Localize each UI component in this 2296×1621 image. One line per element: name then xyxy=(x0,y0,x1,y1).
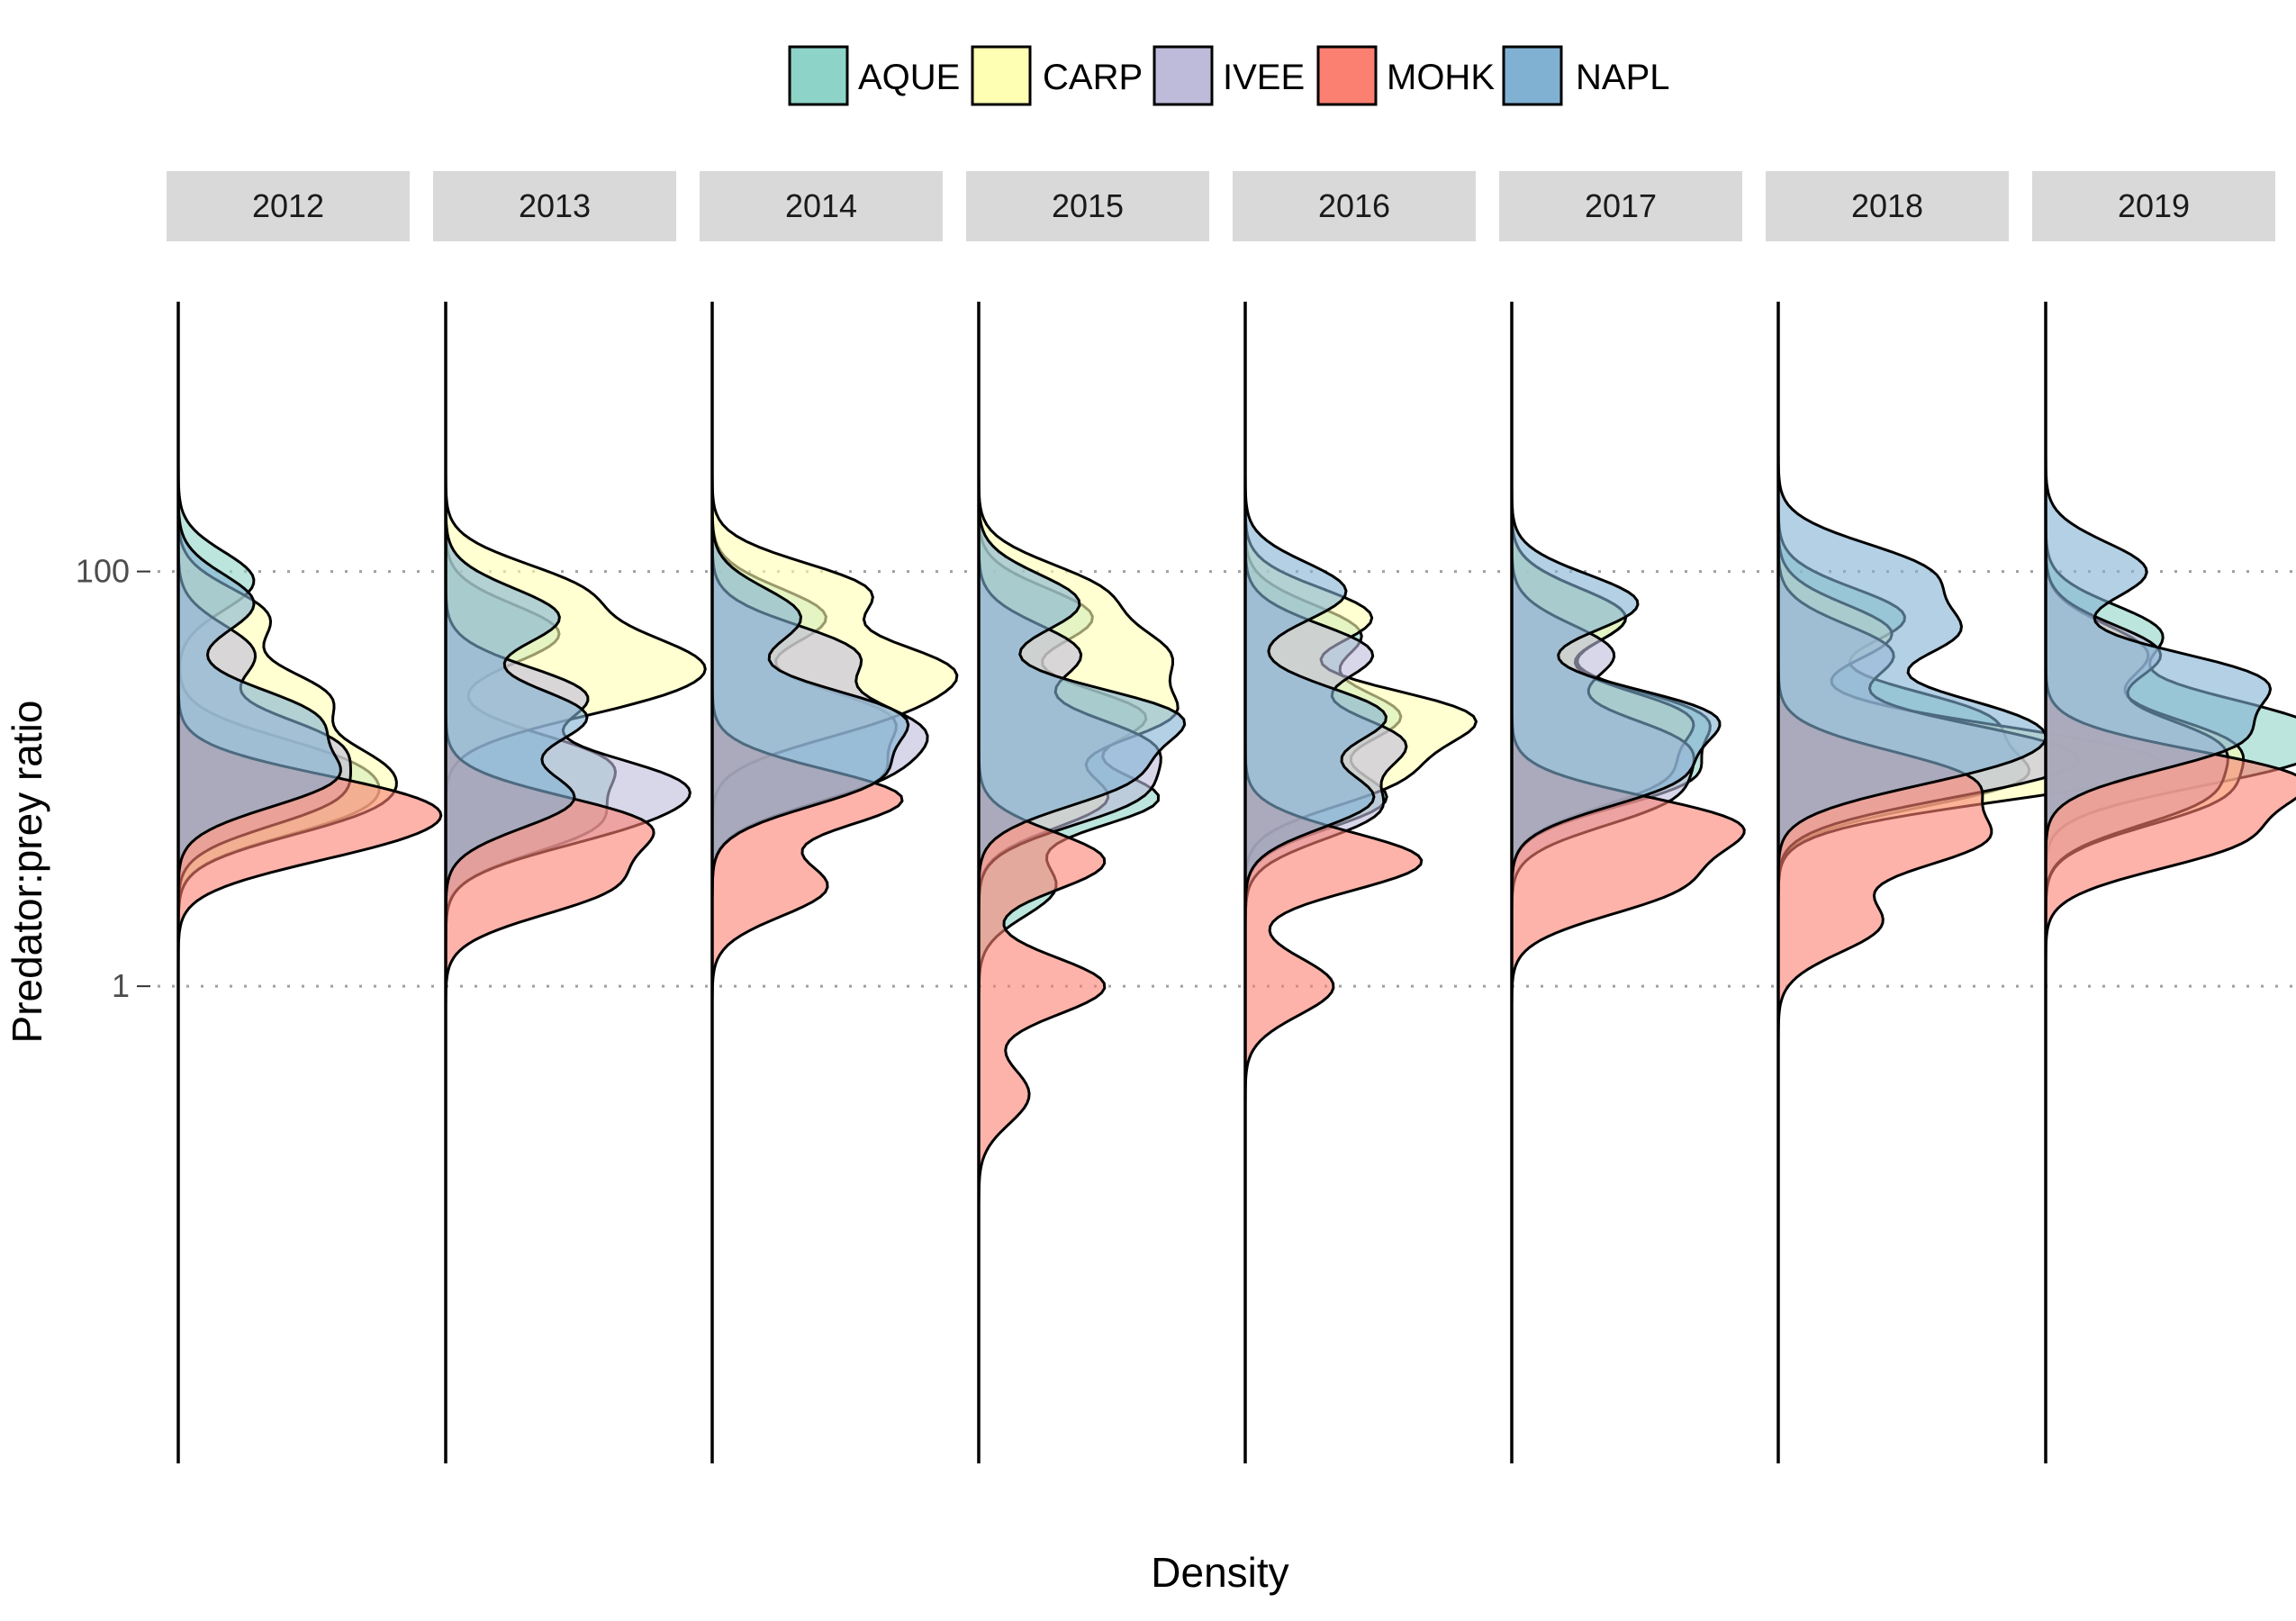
facet-strips: 2012 2013 2014 2015 2016 2017 2018 2019 xyxy=(167,171,2275,241)
legend-label-carp: CARP xyxy=(1043,58,1143,97)
facet-label-2014: 2014 xyxy=(785,187,857,224)
facet-strip-2016 xyxy=(1233,171,1476,241)
y-axis: 1 100 xyxy=(76,553,150,1004)
legend-label-mohk: MOHK xyxy=(1387,58,1495,97)
facet-strip-2012 xyxy=(167,171,410,241)
density-2017-napl xyxy=(1510,398,1722,1070)
facet-strip-2019 xyxy=(2032,171,2275,241)
facet-panel-2017 xyxy=(1510,302,1746,1463)
density-2016-napl xyxy=(1243,398,1388,1206)
facet-label-2016: 2016 xyxy=(1318,187,1390,224)
facet-label-2019: 2019 xyxy=(2118,187,2190,224)
facet-panel-2013 xyxy=(444,302,707,1463)
facet-strip-2014 xyxy=(700,171,943,241)
facet-label-2017: 2017 xyxy=(1585,187,1657,224)
legend-key-carp xyxy=(971,45,1032,106)
y-tick-label-1: 1 xyxy=(112,967,130,1004)
facet-panel-2014 xyxy=(710,302,959,1463)
legend-key-mohk xyxy=(1316,45,1378,106)
legend-label-napl: NAPL xyxy=(1576,58,1670,97)
legend-key-napl xyxy=(1502,45,1563,106)
legend-key-ivee xyxy=(1153,45,1214,106)
density-2018-napl xyxy=(1776,372,2047,1123)
facet-panel-2016 xyxy=(1243,302,1478,1463)
density-2012-napl xyxy=(176,398,342,1070)
facet-strip-2017 xyxy=(1499,171,1742,241)
facet-strip-2013 xyxy=(433,171,676,241)
x-axis-title: Density xyxy=(1151,1549,1288,1596)
legend-label-ivee: IVEE xyxy=(1223,58,1305,97)
facet-panel-2012 xyxy=(176,302,443,1463)
density-layers xyxy=(176,302,2296,1463)
density-2013-napl xyxy=(444,398,589,1070)
facet-strip-2018 xyxy=(1766,171,2009,241)
facet-panel-2015 xyxy=(977,302,1187,1463)
legend-label-aque: AQUE xyxy=(858,58,960,97)
facet-panel-2019 xyxy=(2044,302,2296,1463)
facet-label-2013: 2013 xyxy=(519,187,591,224)
legend: AQUE CARP IVEE MOHK NAPL xyxy=(788,45,1670,106)
facet-label-2012: 2012 xyxy=(252,187,324,224)
legend-key-aque xyxy=(788,45,849,106)
density-2019-napl xyxy=(2044,352,2273,1070)
facet-label-2018: 2018 xyxy=(1851,187,1923,224)
y-axis-title: Predator:prey ratio xyxy=(4,701,50,1044)
facet-strip-2015 xyxy=(966,171,1209,241)
y-tick-label-100: 100 xyxy=(76,553,130,590)
facet-label-2015: 2015 xyxy=(1052,187,1124,224)
